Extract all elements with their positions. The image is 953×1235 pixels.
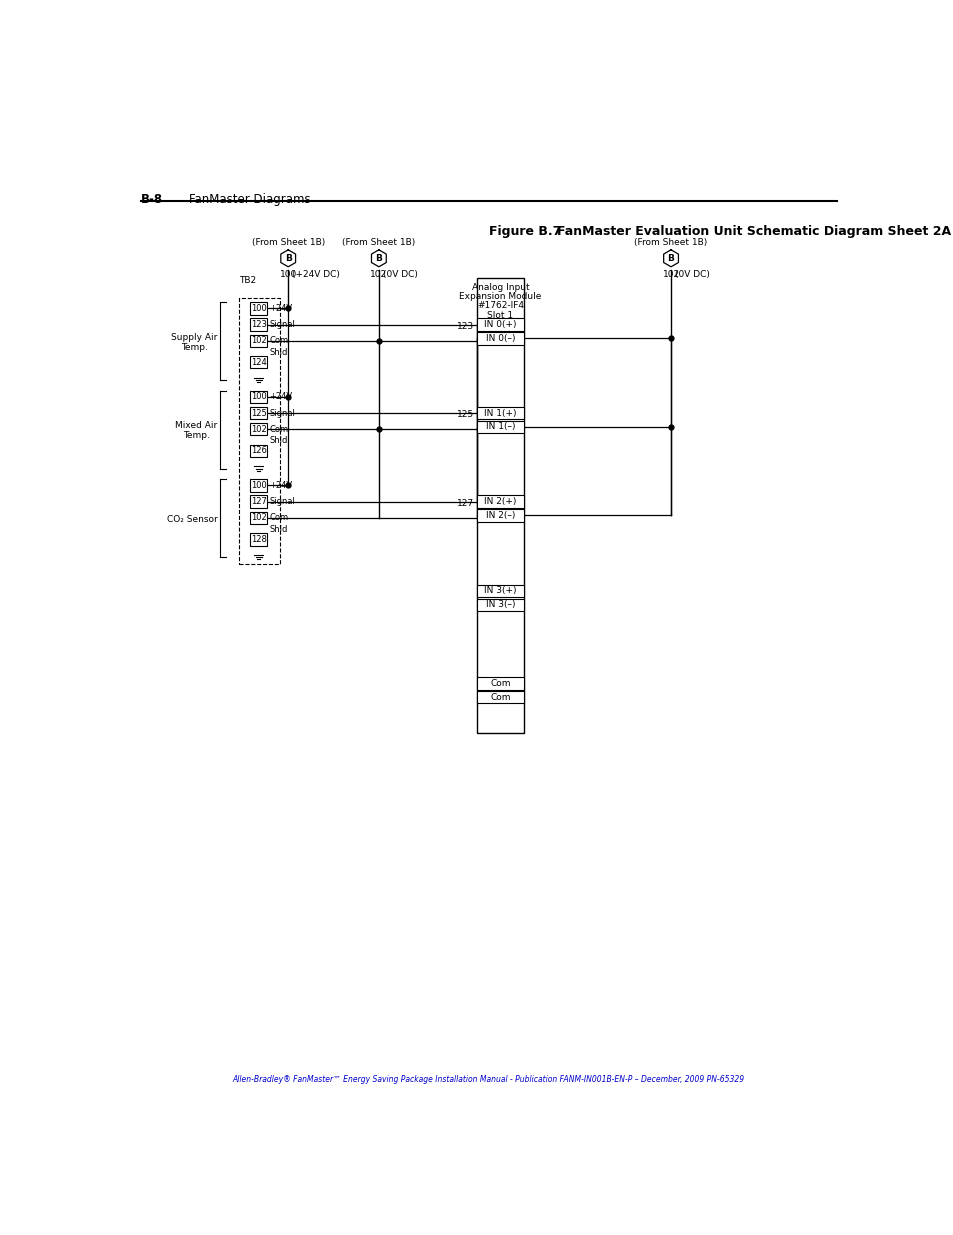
Text: (From Sheet 1B): (From Sheet 1B) [252,238,324,247]
Text: IN 0(–): IN 0(–) [485,333,515,343]
Text: Signal: Signal [270,409,295,417]
Text: Mixed Air
Temp.: Mixed Air Temp. [175,421,217,441]
Bar [476,692,523,704]
Text: 102: 102 [251,514,266,522]
Bar [239,299,280,564]
Bar [476,278,523,734]
Text: 127: 127 [456,499,474,508]
Text: Shld: Shld [270,348,288,357]
Text: 125: 125 [456,410,474,419]
Text: IN 0(+): IN 0(+) [484,320,517,329]
Text: Com: Com [270,336,289,346]
Text: (From Sheet 1B): (From Sheet 1B) [342,238,416,247]
Bar [250,303,267,315]
Text: 124: 124 [251,358,266,367]
Bar [250,445,267,457]
Bar [476,585,523,597]
Text: +24V: +24V [270,304,293,312]
Text: Com: Com [270,425,289,433]
Text: 127: 127 [251,498,267,506]
Text: 102: 102 [251,336,266,346]
Text: Shld: Shld [270,525,288,534]
Bar [250,356,267,368]
Bar [250,511,267,524]
Bar [476,677,523,689]
Text: (+24V DC): (+24V DC) [292,270,339,279]
Text: FanMaster Evaluation Unit Schematic Diagram Sheet 2A: FanMaster Evaluation Unit Schematic Diag… [557,225,950,238]
Text: IN 2(–): IN 2(–) [485,511,515,520]
Text: Com: Com [270,514,289,522]
Text: IN 1(–): IN 1(–) [485,422,515,431]
Text: 125: 125 [251,409,266,417]
Text: 100: 100 [279,270,296,279]
Text: 102: 102 [661,270,679,279]
Text: IN 2(+): IN 2(+) [484,498,517,506]
Text: +24V: +24V [270,480,293,490]
Text: B: B [284,254,292,263]
Text: (0V DC): (0V DC) [674,270,709,279]
Text: Allen-Bradley® FanMaster™ Energy Saving Package Installation Manual - Publicatio: Allen-Bradley® FanMaster™ Energy Saving … [233,1076,744,1084]
Bar [250,335,267,347]
Text: 100: 100 [251,393,266,401]
Bar [476,495,523,508]
Text: CO₂ Sensor: CO₂ Sensor [167,515,217,524]
Bar [250,424,267,436]
Bar [476,421,523,433]
Text: IN 3(+): IN 3(+) [484,587,517,595]
Text: +24V: +24V [270,393,293,401]
Text: #1762-IF4: #1762-IF4 [476,301,523,310]
Bar [250,406,267,419]
Bar [250,534,267,546]
Bar [250,390,267,403]
Bar [476,319,523,331]
Text: IN 3(–): IN 3(–) [485,600,515,609]
Text: IN 1(+): IN 1(+) [484,409,517,417]
Bar [250,479,267,492]
Bar [476,599,523,611]
Text: (From Sheet 1B): (From Sheet 1B) [634,238,707,247]
Text: 102: 102 [251,425,266,433]
Bar [476,509,523,521]
Text: FanMaster Diagrams: FanMaster Diagrams [189,193,311,206]
Text: Shld: Shld [270,436,288,446]
Text: (0V DC): (0V DC) [382,270,417,279]
Text: B: B [667,254,674,263]
Text: 100: 100 [251,480,266,490]
Text: Com: Com [490,679,510,688]
Text: 100: 100 [251,304,266,312]
Bar [250,319,267,331]
Bar [476,406,523,419]
Text: Analog Input: Analog Input [471,283,529,291]
Text: Signal: Signal [270,320,295,329]
Text: Signal: Signal [270,498,295,506]
Text: Com: Com [490,693,510,701]
Text: Slot 1: Slot 1 [487,311,513,320]
Text: 126: 126 [251,446,267,456]
Text: Supply Air
Temp.: Supply Air Temp. [172,332,217,352]
Text: Figure B.7: Figure B.7 [488,225,560,238]
Text: Expansion Module: Expansion Module [459,293,541,301]
Text: 102: 102 [370,270,387,279]
Text: 123: 123 [251,320,267,329]
Text: 128: 128 [251,535,267,543]
Bar [476,332,523,345]
Text: B-8: B-8 [141,193,163,206]
Text: B: B [375,254,382,263]
Bar [250,495,267,508]
Text: 123: 123 [456,321,474,331]
Text: TB2: TB2 [239,277,256,285]
